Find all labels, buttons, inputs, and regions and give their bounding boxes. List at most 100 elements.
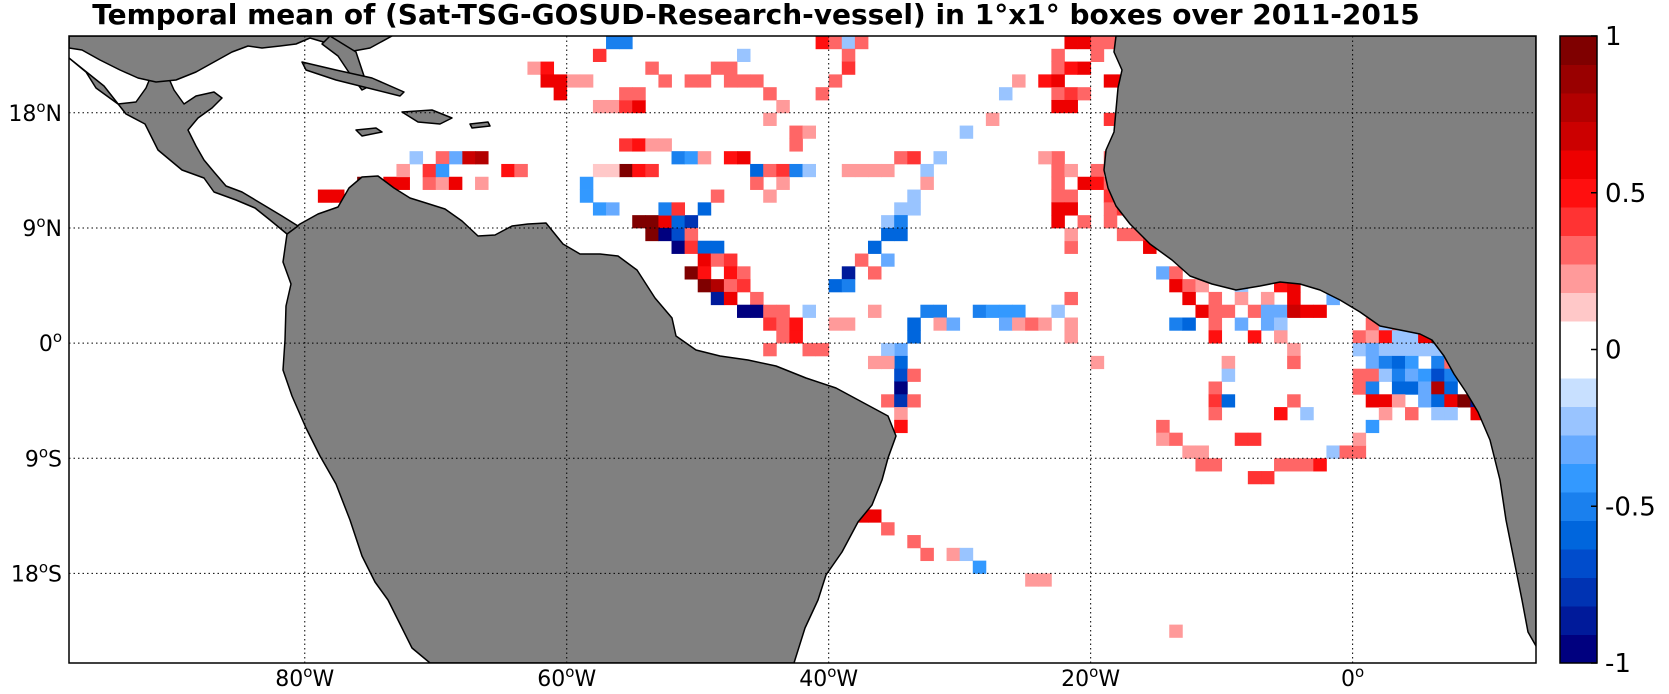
data-cell (1208, 381, 1223, 395)
latitude-tick-labels: 18oN 9oN 0o 9oS 18oS (8, 98, 62, 588)
data-cell (1090, 163, 1105, 178)
data-cell (1391, 355, 1406, 370)
data-cell (1221, 394, 1236, 408)
data-cell (763, 189, 777, 203)
data-cell (697, 202, 712, 216)
data-cell (750, 176, 764, 190)
data-cell (514, 163, 528, 178)
data-cell (907, 189, 921, 203)
data-cell (619, 36, 633, 50)
data-cell (1051, 48, 1065, 62)
colorbar-step (1560, 121, 1597, 151)
data-cell (448, 151, 463, 165)
colorbar-step (1560, 150, 1597, 179)
data-cell (1391, 343, 1406, 357)
data-cell (697, 253, 712, 267)
colorbar-color-steps (1560, 36, 1597, 664)
data-cell (1431, 407, 1445, 421)
land-masses (69, 36, 1536, 663)
data-cell (920, 547, 934, 562)
data-cell (841, 317, 856, 331)
data-cell (1195, 445, 1209, 459)
colorbar-step (1560, 178, 1597, 208)
longitude-tick-label: 60oW (537, 663, 596, 692)
data-cell (710, 61, 725, 75)
data-cell (776, 317, 790, 331)
data-cell (776, 330, 790, 344)
data-cell (1365, 394, 1380, 408)
data-cell (684, 215, 699, 229)
data-cell (658, 227, 672, 242)
data-cell (1208, 291, 1223, 306)
data-cell (1431, 368, 1445, 382)
data-cell (1090, 355, 1105, 370)
data-cell (1090, 176, 1105, 190)
data-cell (1090, 36, 1105, 50)
data-cell (841, 279, 856, 293)
data-cell (1391, 381, 1406, 395)
data-cell (1365, 368, 1380, 382)
data-cell (723, 253, 738, 267)
data-cell (1169, 317, 1183, 331)
colorbar-step (1560, 520, 1597, 550)
data-cell (697, 74, 712, 88)
jamaica-island (355, 127, 383, 137)
data-cell (1418, 394, 1432, 408)
data-cell (894, 368, 908, 382)
data-cell (330, 189, 345, 203)
data-cell (461, 151, 476, 165)
data-cell (907, 202, 921, 216)
data-cell (710, 279, 725, 293)
data-cell (1365, 419, 1380, 434)
data-cell (579, 189, 594, 203)
data-cell (881, 394, 895, 408)
puerto-rico-island (469, 121, 491, 129)
data-cell (1208, 407, 1223, 421)
data-cell (1051, 189, 1065, 203)
data-cell (750, 163, 764, 178)
data-cell (867, 509, 882, 523)
data-cell (828, 279, 843, 293)
data-cell (710, 189, 725, 203)
latitude-tick-label: 18oN (8, 98, 62, 127)
colorbar-tick-label: -1 (1605, 649, 1631, 679)
data-cell (1378, 330, 1393, 344)
data-cell (841, 266, 856, 280)
data-cell (1431, 355, 1445, 370)
data-cell (1378, 394, 1393, 408)
data-cell (579, 176, 594, 190)
data-cell (1169, 624, 1183, 638)
data-cell (1313, 458, 1327, 472)
data-cell (1051, 176, 1065, 190)
data-cell (553, 87, 568, 101)
data-cell (1234, 291, 1249, 306)
data-cell (763, 87, 777, 101)
data-cell (1038, 74, 1052, 88)
data-cell (946, 317, 961, 331)
data-cell (1182, 279, 1196, 293)
data-cell (592, 163, 607, 178)
data-cell (422, 176, 437, 190)
data-cell (723, 279, 738, 293)
hispaniola-island (401, 109, 453, 125)
data-cell (645, 138, 659, 152)
data-cell (1195, 304, 1209, 318)
data-cell (867, 240, 882, 254)
data-cell (1208, 317, 1223, 331)
data-cell (1352, 368, 1367, 382)
data-cell (1260, 291, 1275, 306)
data-cell (972, 560, 987, 574)
data-cell (1260, 317, 1275, 331)
longitude-tick-label: 80oW (275, 663, 334, 692)
data-cell (1274, 304, 1288, 318)
data-cell (985, 304, 1000, 318)
data-cell (527, 61, 541, 75)
data-cell (1195, 458, 1209, 472)
data-cell (723, 291, 738, 306)
data-cell (697, 266, 712, 280)
data-cell (1077, 215, 1092, 229)
colorbar-step (1560, 349, 1597, 379)
figure-title: Temporal mean of (Sat-TSG-GOSUD-Research… (92, 0, 1420, 31)
data-cell (1221, 304, 1236, 318)
data-cell (1457, 394, 1471, 408)
